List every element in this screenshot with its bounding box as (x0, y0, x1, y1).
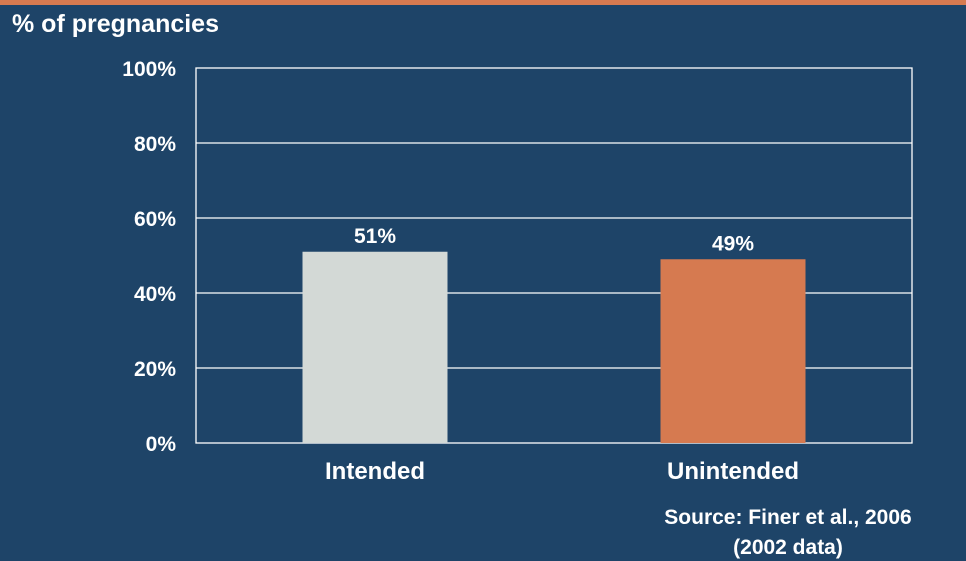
x-tick-label: Intended (325, 458, 425, 485)
data-label: 51% (354, 225, 396, 248)
y-tick-label: 0% (146, 433, 177, 456)
accent-rule (0, 0, 966, 5)
bar-unintended (660, 259, 806, 443)
plot-frame (195, 67, 913, 444)
source-note: Source: Finer et al., 2006 (2002 data) (628, 503, 948, 561)
y-tick-label: 20% (134, 358, 176, 381)
data-label: 49% (712, 232, 754, 255)
bar-intended (302, 251, 448, 443)
y-tick-label: 100% (122, 58, 176, 81)
y-tick-label: 80% (134, 133, 176, 156)
x-tick-label: Unintended (667, 458, 799, 485)
y-axis-label: % of pregnancies (12, 10, 219, 38)
source-citation: Source: Finer et al., 2006 (664, 506, 912, 529)
y-tick-label: 60% (134, 208, 176, 231)
source-data-year: (2002 data) (733, 536, 843, 559)
y-tick-label: 40% (134, 283, 176, 306)
